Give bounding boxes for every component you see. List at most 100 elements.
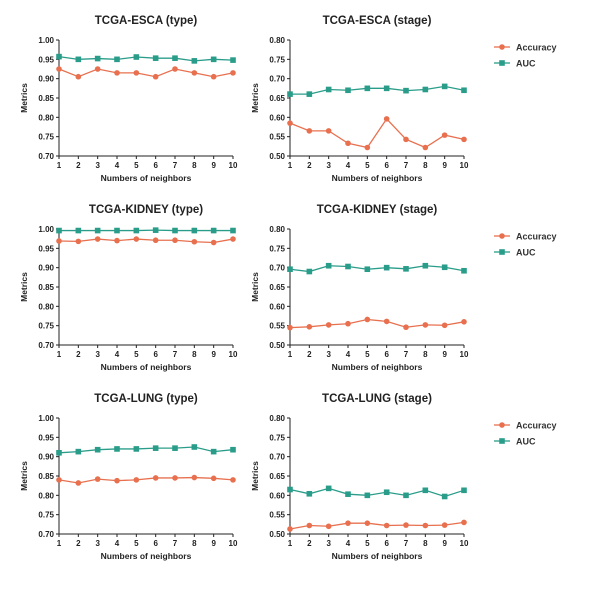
data-point-accuracy — [211, 476, 217, 482]
data-point-accuracy — [76, 74, 82, 80]
data-point-auc — [403, 88, 409, 94]
x-tick-label: 5 — [365, 539, 370, 548]
x-tick-label: 8 — [192, 161, 197, 170]
y-axis-label: Metrics — [250, 272, 260, 302]
y-tick-label: 0.55 — [269, 511, 285, 520]
y-tick-label: 0.70 — [38, 341, 54, 350]
data-point-auc — [153, 227, 159, 233]
data-point-accuracy — [461, 319, 467, 325]
x-tick-label: 2 — [307, 161, 312, 170]
y-tick-label: 0.75 — [269, 55, 285, 64]
legend-label-accuracy: Accuracy — [516, 421, 557, 431]
data-point-auc — [461, 87, 467, 93]
data-point-auc — [461, 488, 467, 494]
x-tick-label: 6 — [384, 539, 389, 548]
x-tick-label: 1 — [57, 350, 62, 359]
data-point-accuracy — [365, 520, 371, 526]
x-tick-label: 4 — [115, 161, 120, 170]
data-point-accuracy — [403, 137, 409, 143]
data-point-accuracy — [153, 475, 159, 481]
chart-panel-5: TCGA-LUNG (type)0.700.750.800.850.900.95… — [19, 393, 238, 561]
x-tick-label: 5 — [134, 539, 139, 548]
legend-marker-auc — [499, 249, 505, 255]
x-tick-label: 5 — [134, 350, 139, 359]
data-point-accuracy — [461, 520, 467, 526]
data-point-auc — [307, 269, 313, 275]
chart-title: TCGA-LUNG (stage) — [322, 393, 432, 405]
y-tick-label: 0.80 — [38, 491, 54, 500]
data-point-accuracy — [307, 523, 313, 529]
x-tick-label: 4 — [346, 161, 351, 170]
series-line-accuracy — [290, 119, 464, 148]
data-point-auc — [211, 57, 217, 63]
x-tick-label: 6 — [384, 161, 389, 170]
legend-label-auc: AUC — [516, 437, 536, 447]
series-line-auc — [59, 57, 233, 61]
x-tick-label: 8 — [423, 539, 428, 548]
data-point-accuracy — [326, 322, 332, 328]
data-point-auc — [192, 228, 198, 234]
series-line-accuracy — [290, 522, 464, 529]
data-point-auc — [192, 58, 198, 64]
data-point-auc — [172, 55, 178, 61]
data-point-auc — [76, 57, 82, 63]
data-point-auc — [114, 57, 120, 63]
series-line-accuracy — [59, 239, 233, 242]
x-tick-label: 4 — [115, 539, 120, 548]
data-point-auc — [287, 91, 293, 97]
y-tick-label: 0.90 — [38, 75, 54, 84]
chart-title: TCGA-KIDNEY (type) — [89, 204, 203, 216]
x-tick-label: 2 — [76, 539, 81, 548]
data-point-accuracy — [56, 477, 62, 483]
x-tick-label: 7 — [173, 161, 178, 170]
x-tick-label: 3 — [95, 350, 100, 359]
data-point-auc — [153, 55, 159, 61]
data-point-auc — [423, 263, 429, 269]
data-point-auc — [442, 84, 448, 90]
data-point-accuracy — [95, 236, 101, 242]
data-point-accuracy — [192, 475, 198, 481]
data-point-accuracy — [442, 522, 448, 528]
y-tick-label: 0.50 — [269, 341, 285, 350]
y-tick-label: 0.75 — [269, 433, 285, 442]
data-point-auc — [172, 228, 178, 234]
x-tick-label: 6 — [153, 350, 158, 359]
data-point-auc — [287, 487, 293, 493]
y-axis-label: Metrics — [250, 83, 260, 113]
data-point-auc — [134, 446, 140, 452]
y-tick-label: 0.75 — [38, 511, 54, 520]
data-point-auc — [95, 56, 101, 62]
data-point-accuracy — [307, 128, 313, 134]
x-tick-label: 5 — [365, 161, 370, 170]
data-point-auc — [56, 54, 62, 60]
chart-panel-2: TCGA-ESCA (stage)0.500.550.600.650.700.7… — [250, 15, 557, 183]
y-tick-label: 0.90 — [38, 453, 54, 462]
data-point-auc — [211, 449, 217, 455]
x-tick-label: 1 — [57, 539, 62, 548]
data-point-accuracy — [403, 324, 409, 330]
data-point-auc — [423, 488, 429, 494]
y-axis-label: Metrics — [19, 83, 29, 113]
data-point-auc — [114, 446, 120, 452]
legend-marker-accuracy — [499, 44, 505, 50]
y-tick-label: 1.00 — [38, 36, 54, 45]
data-point-accuracy — [345, 321, 351, 327]
x-tick-label: 6 — [384, 350, 389, 359]
data-point-accuracy — [345, 140, 351, 146]
legend-label-accuracy: Accuracy — [516, 43, 557, 53]
y-tick-label: 0.90 — [38, 264, 54, 273]
x-axis-label: Numbers of neighbors — [101, 551, 192, 561]
x-tick-label: 7 — [173, 350, 178, 359]
data-point-accuracy — [384, 319, 390, 325]
x-tick-label: 4 — [346, 539, 351, 548]
data-point-auc — [307, 91, 313, 97]
y-tick-label: 0.70 — [38, 152, 54, 161]
chart-panel-6: TCGA-LUNG (stage)0.500.550.600.650.700.7… — [250, 393, 557, 561]
data-point-auc — [384, 86, 390, 92]
y-tick-label: 0.95 — [38, 55, 54, 64]
data-point-accuracy — [403, 522, 409, 528]
x-tick-label: 7 — [404, 350, 409, 359]
x-tick-label: 1 — [57, 161, 62, 170]
data-point-accuracy — [134, 477, 140, 483]
x-axis-label: Numbers of neighbors — [332, 173, 423, 183]
